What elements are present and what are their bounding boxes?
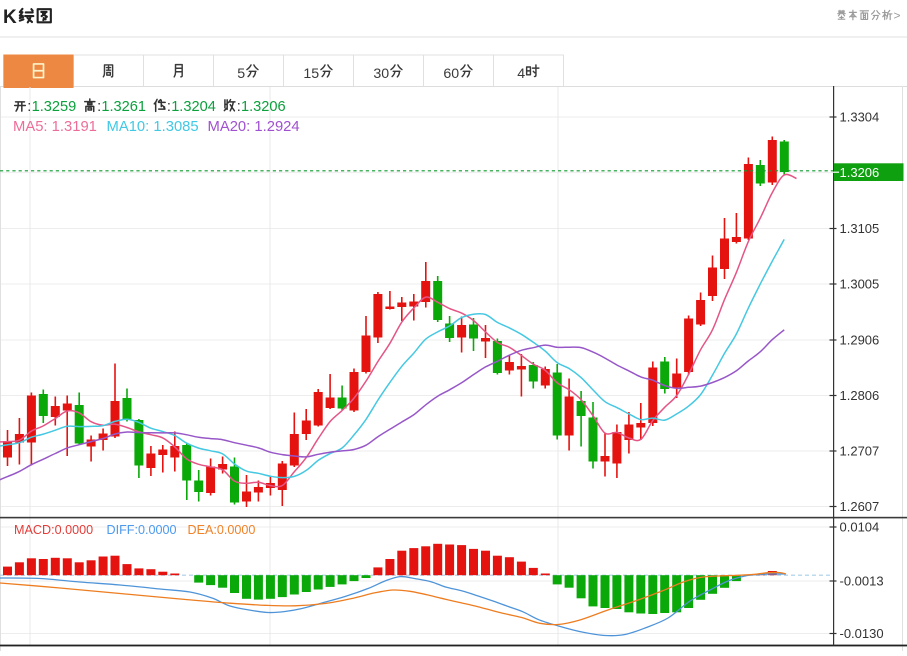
svg-text:DEA:0.0000: DEA:0.0000 [188, 523, 256, 537]
svg-text:1.2707: 1.2707 [840, 443, 880, 458]
svg-text:1.3206: 1.3206 [241, 99, 286, 115]
svg-text::: : [237, 99, 241, 115]
svg-text:MACD:0.0000: MACD:0.0000 [14, 523, 93, 537]
svg-text:MA10: 1.3085: MA10: 1.3085 [107, 119, 199, 135]
svg-text::: : [97, 99, 101, 115]
svg-text:15: 15 [303, 66, 319, 82]
svg-text::: : [27, 99, 31, 115]
svg-text:1.3005: 1.3005 [840, 276, 880, 291]
svg-text:-0.0013: -0.0013 [840, 573, 884, 588]
svg-text:1.2806: 1.2806 [840, 388, 880, 403]
svg-text:1.2607: 1.2607 [840, 499, 880, 514]
svg-text:>: > [894, 9, 901, 23]
svg-text:1.3261: 1.3261 [101, 99, 146, 115]
svg-text:1.3304: 1.3304 [840, 109, 880, 124]
svg-text:DIFF:0.0000: DIFF:0.0000 [107, 523, 177, 537]
svg-text::: : [167, 99, 171, 115]
svg-text:1.3105: 1.3105 [840, 221, 880, 236]
svg-text:1.3204: 1.3204 [171, 99, 216, 115]
svg-text:K: K [3, 7, 17, 28]
svg-text:1.3259: 1.3259 [32, 99, 77, 115]
svg-text:30: 30 [373, 66, 389, 82]
svg-text:4: 4 [517, 66, 525, 82]
svg-text:1.2906: 1.2906 [840, 332, 880, 347]
svg-text:1.3206: 1.3206 [840, 165, 880, 180]
svg-text:-0.0130: -0.0130 [840, 626, 884, 641]
svg-text:5: 5 [237, 66, 245, 82]
svg-text:0.0104: 0.0104 [840, 519, 880, 534]
svg-text:60: 60 [443, 66, 459, 82]
svg-text:MA20: 1.2924: MA20: 1.2924 [208, 119, 300, 135]
svg-text:MA5: 1.3191: MA5: 1.3191 [13, 119, 97, 135]
